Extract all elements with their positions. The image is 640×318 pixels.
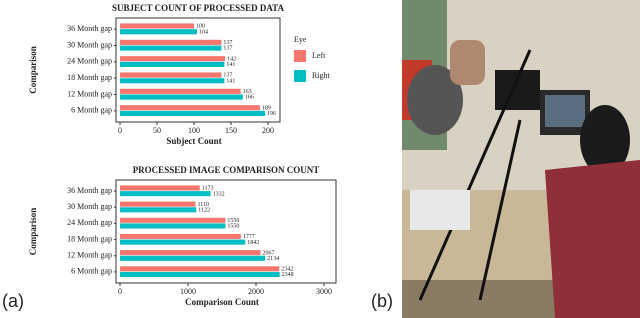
legend-label: Left [312, 51, 326, 60]
y-tick-label: 36 Month gap [67, 186, 112, 195]
value-label: 137 [223, 73, 232, 79]
x-tick-label: 0 [118, 126, 122, 135]
photo [402, 0, 640, 318]
bar [120, 39, 222, 45]
bar [120, 223, 226, 229]
value-label: 196 [267, 111, 276, 117]
plot-frame [115, 179, 337, 284]
bar [120, 191, 211, 197]
bar [120, 94, 243, 100]
value-label: 1842 [247, 240, 259, 246]
bar [120, 29, 197, 35]
y-tick-label: 24 Month gap [67, 218, 112, 227]
bar [120, 72, 222, 78]
value-label: 163 [243, 89, 252, 95]
value-label: 2067 [263, 250, 275, 256]
value-label: 141 [226, 62, 235, 68]
x-tick-label: 0 [118, 287, 122, 296]
value-label: 1777 [243, 234, 255, 240]
value-label: 104 [199, 29, 208, 35]
y-tick-label: 30 Month gap [67, 40, 112, 49]
bar [120, 233, 241, 240]
value-label: 166 [245, 95, 254, 101]
y-tick-label: 24 Month gap [67, 57, 112, 66]
x-tick-label: 2000 [248, 287, 264, 296]
value-label: 1550 [227, 218, 239, 224]
chart-title: SUBJECT COUNT OF PROCESSED DATA [112, 3, 285, 13]
panel-label: (a) [2, 291, 24, 311]
x-tick-label: 50 [153, 126, 161, 135]
value-label: 2342 [281, 266, 293, 272]
bar [120, 271, 280, 278]
bar [120, 217, 226, 223]
y-tick-label: 30 Month gap [67, 202, 112, 211]
bar [120, 45, 222, 51]
value-label: 2134 [267, 256, 279, 262]
bar [120, 110, 266, 116]
value-label: 189 [262, 105, 271, 111]
y-axis-title: Comparison [28, 208, 38, 256]
x-tick-label: 3000 [316, 287, 332, 296]
legend-label: Right [312, 71, 331, 80]
bar [120, 239, 246, 245]
x-axis-title: Subject Count [166, 136, 221, 146]
value-label: 2348 [282, 272, 294, 278]
value-label: 1122 [198, 207, 210, 213]
bar [120, 201, 196, 207]
legend-swatch [294, 50, 306, 62]
bar [120, 56, 226, 62]
bar [120, 78, 225, 84]
value-label: 137 [223, 40, 232, 46]
y-tick-label: 18 Month gap [67, 73, 112, 82]
y-tick-label: 6 Month gap [71, 106, 112, 115]
value-label: 1332 [213, 191, 225, 197]
x-axis-title: Comparison Count [185, 297, 259, 307]
x-tick-label: 200 [262, 126, 274, 135]
y-tick-label: 12 Month gap [67, 251, 112, 260]
value-label: 142 [227, 56, 236, 62]
value-label: 1173 [202, 186, 214, 192]
bar [120, 61, 225, 67]
value-label: 1550 [227, 224, 239, 230]
y-tick-label: 6 Month gap [71, 267, 112, 276]
y-tick-label: 12 Month gap [67, 89, 112, 98]
bar [120, 207, 197, 213]
bar [120, 255, 266, 261]
bar [120, 88, 241, 94]
x-tick-label: 150 [225, 126, 237, 135]
value-label: 100 [196, 24, 205, 30]
chart-title: PROCESSED IMAGE COMPARISON COUNT [133, 165, 320, 175]
x-tick-label: 1000 [180, 287, 196, 296]
bar [120, 250, 261, 256]
panel-label: (b) [371, 291, 393, 311]
legend-swatch [294, 70, 306, 82]
y-tick-label: 36 Month gap [67, 24, 112, 33]
y-axis-title: Comparison [28, 46, 38, 94]
bar [120, 185, 200, 191]
y-tick-label: 18 Month gap [67, 234, 112, 243]
value-label: 137 [223, 46, 232, 52]
value-label: 141 [226, 78, 235, 84]
bar [120, 266, 280, 272]
value-label: 1110 [197, 202, 209, 208]
legend-title: Eye [294, 35, 307, 44]
bar [120, 105, 260, 111]
bar [120, 23, 194, 29]
plot-frame [115, 17, 281, 123]
x-tick-label: 100 [188, 126, 200, 135]
